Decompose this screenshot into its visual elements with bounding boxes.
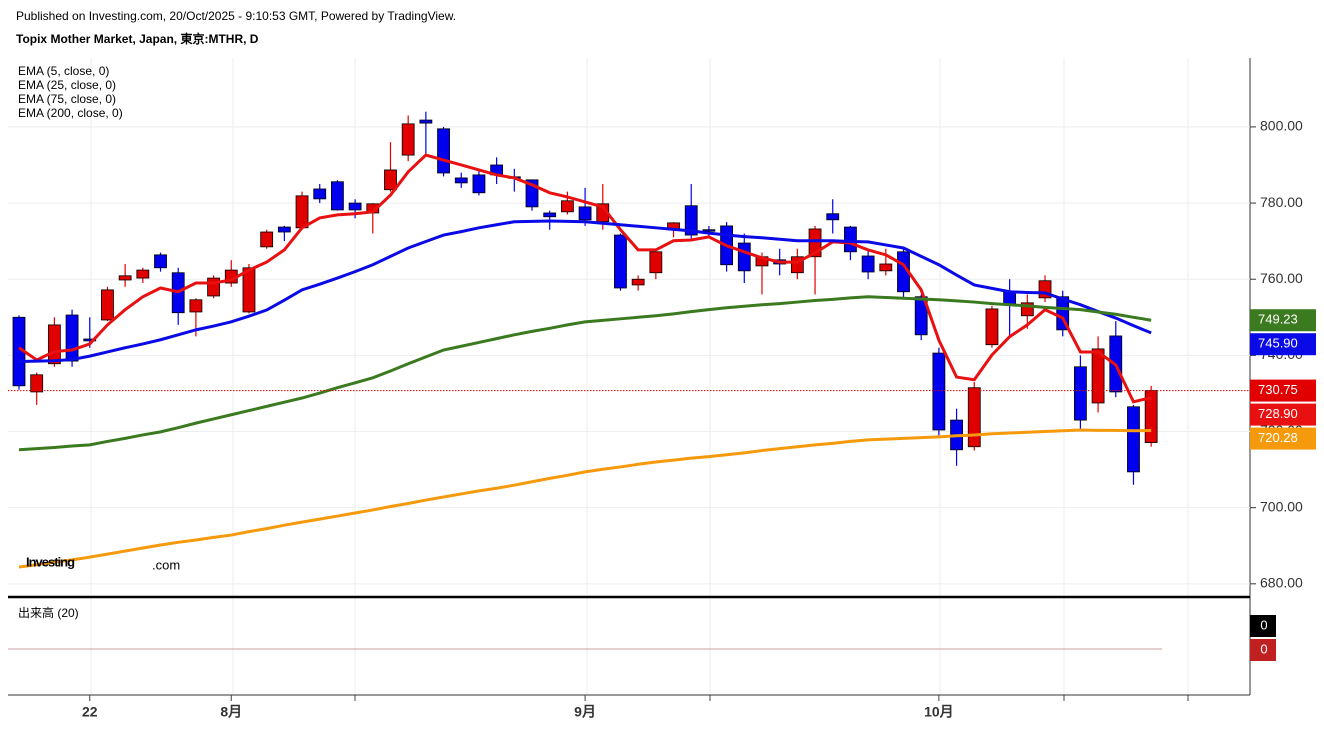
y-tick-label: 680.00 bbox=[1260, 575, 1303, 591]
candle-body bbox=[189, 299, 203, 313]
volume-label-box bbox=[1250, 639, 1276, 661]
price-label: 745.90 bbox=[1258, 336, 1298, 351]
candle-body bbox=[101, 289, 114, 321]
price-label: 720.28 bbox=[1258, 430, 1298, 445]
minor-x-ticks bbox=[354, 695, 1189, 701]
legend-entry: EMA (75, close, 0) bbox=[18, 92, 116, 106]
candle-body bbox=[684, 205, 698, 236]
ema-line bbox=[18, 153, 1152, 404]
candle-body bbox=[83, 338, 97, 342]
volume-value: 0 bbox=[1260, 641, 1267, 656]
candle-body bbox=[47, 324, 61, 365]
candle-body bbox=[914, 296, 928, 336]
y-tick-label: 800.00 bbox=[1260, 118, 1303, 134]
volume-title: 出来高 (20) bbox=[18, 605, 79, 620]
chart-title: Topix Mother Market, Japan, 東京:MTHR, D bbox=[16, 31, 259, 46]
volume-label-box bbox=[1250, 615, 1276, 637]
candle-body bbox=[65, 314, 79, 362]
candle-body bbox=[30, 374, 44, 393]
candle-body bbox=[419, 119, 433, 124]
candle-body bbox=[154, 254, 167, 269]
x-tick-label: 10月 bbox=[924, 704, 954, 720]
y-tick-label: 700.00 bbox=[1260, 498, 1303, 514]
price-label: 730.75 bbox=[1258, 382, 1298, 397]
price-label: 728.90 bbox=[1258, 406, 1298, 421]
candle-body bbox=[702, 229, 716, 232]
candle-body bbox=[207, 277, 220, 297]
published-note: Published on Investing.com, 20/Oct/2025 … bbox=[16, 9, 456, 23]
legend-entry: EMA (200, close, 0) bbox=[18, 106, 123, 120]
price-label-box bbox=[1250, 379, 1316, 402]
candle-body bbox=[543, 212, 557, 218]
plot bbox=[8, 111, 1250, 585]
volume-value: 0 bbox=[1260, 617, 1267, 632]
price-label-box bbox=[1250, 403, 1316, 426]
candle-body bbox=[260, 231, 274, 248]
candle-body bbox=[614, 234, 627, 289]
candle-body bbox=[932, 352, 946, 431]
candle-body bbox=[437, 128, 450, 174]
price-label-box bbox=[1250, 333, 1316, 356]
candle-body bbox=[472, 174, 486, 194]
candle-body bbox=[1091, 348, 1105, 404]
candle-body bbox=[578, 206, 592, 221]
candle-body bbox=[454, 177, 468, 184]
candle-body bbox=[826, 213, 840, 221]
price-label: 749.23 bbox=[1258, 312, 1298, 327]
candle-body bbox=[737, 242, 751, 272]
candle-body bbox=[348, 202, 362, 211]
candle-body bbox=[118, 275, 132, 281]
price-label-box bbox=[1250, 309, 1316, 332]
candle-body bbox=[649, 251, 663, 274]
y-tick-label: 780.00 bbox=[1260, 194, 1303, 210]
candle-body bbox=[967, 387, 981, 448]
logo: Investing bbox=[26, 554, 75, 569]
candle-body bbox=[985, 308, 999, 346]
legend-entry: EMA (25, close, 0) bbox=[18, 78, 116, 92]
ema-line bbox=[18, 295, 1152, 452]
legend-entry: EMA (5, close, 0) bbox=[18, 64, 109, 78]
x-tick-label: 9月 bbox=[574, 704, 596, 720]
x-tick-label: 22 bbox=[82, 704, 98, 720]
x-tick-label: 8月 bbox=[220, 704, 242, 720]
y-tick-label: 760.00 bbox=[1260, 270, 1303, 286]
logo-suffix: .com bbox=[152, 557, 180, 572]
candle-body bbox=[313, 188, 327, 200]
candle-body bbox=[1127, 406, 1140, 473]
candle-body bbox=[136, 269, 150, 279]
candle-body bbox=[1003, 291, 1017, 306]
vertical-grid bbox=[90, 58, 1189, 695]
candle-body bbox=[844, 226, 857, 253]
ema-line bbox=[18, 428, 1152, 569]
price-label-box bbox=[1250, 427, 1316, 450]
candle-body bbox=[1074, 366, 1087, 421]
candle-body bbox=[401, 123, 415, 156]
ema-line bbox=[18, 219, 1152, 363]
candle-body bbox=[560, 200, 574, 213]
candle-body bbox=[631, 278, 645, 286]
candle-body bbox=[879, 263, 893, 272]
candle-body bbox=[384, 169, 397, 191]
candle-body bbox=[242, 267, 256, 313]
candle-body bbox=[277, 226, 291, 233]
candle-body bbox=[295, 195, 309, 229]
candle-body bbox=[861, 255, 875, 273]
candle-body bbox=[331, 181, 344, 211]
